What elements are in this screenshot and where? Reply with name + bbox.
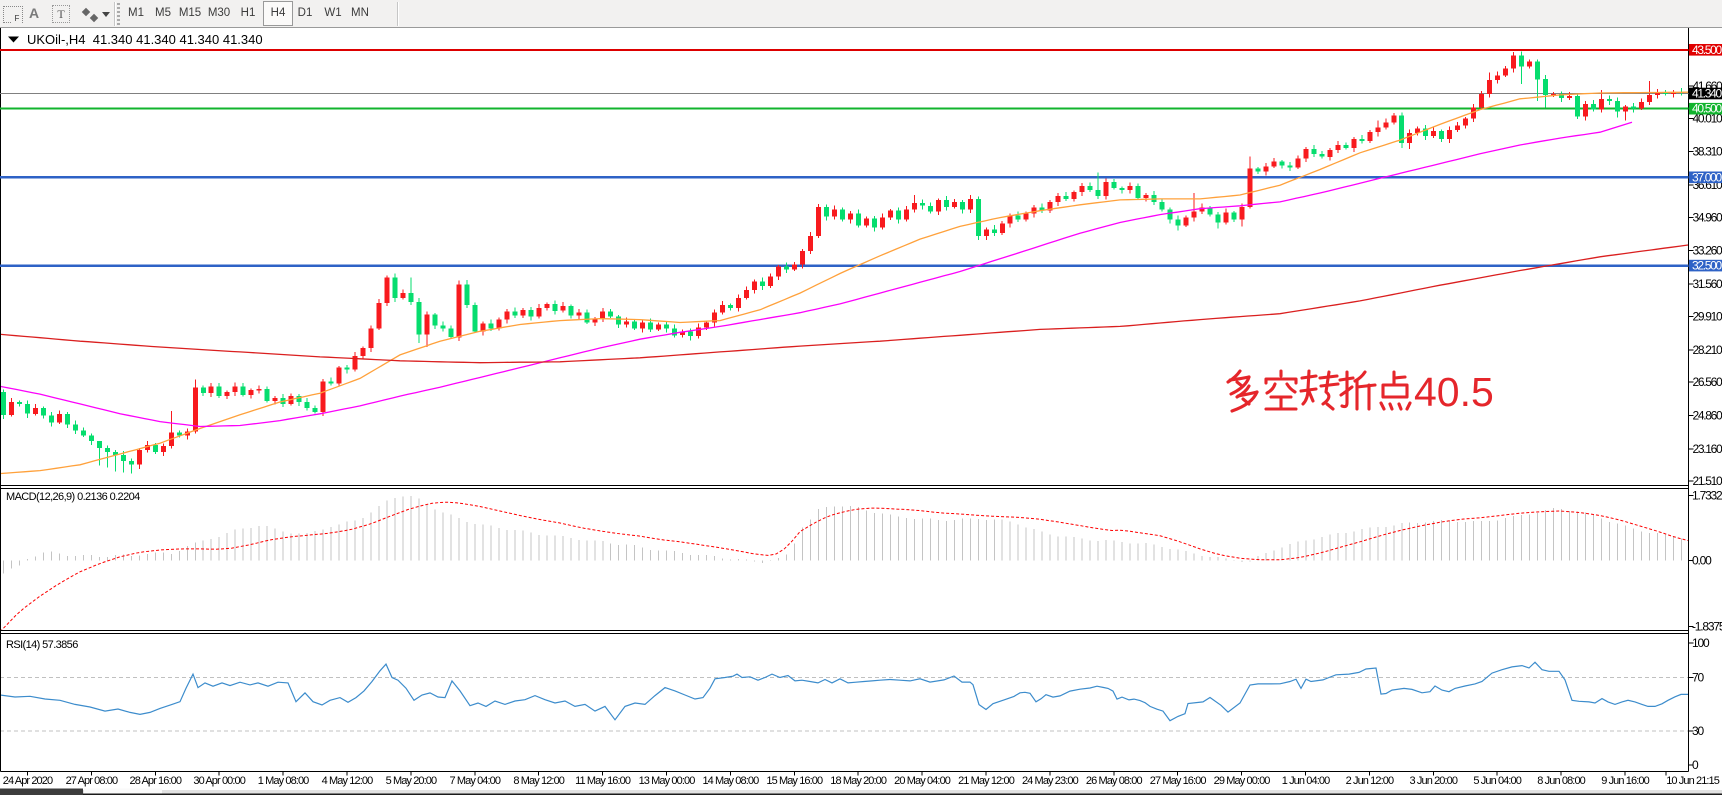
svg-text:18 May 20:00: 18 May 20:00: [830, 775, 887, 787]
svg-text:26.560: 26.560: [1693, 375, 1722, 389]
svg-text:1 Jun 04:00: 1 Jun 04:00: [1282, 775, 1330, 787]
svg-text:24 May 23:00: 24 May 23:00: [1022, 775, 1079, 787]
svg-text:7 May 04:00: 7 May 04:00: [449, 775, 500, 787]
svg-text:30 Apr 00:00: 30 Apr 00:00: [193, 775, 245, 787]
svg-text:70: 70: [1692, 671, 1704, 685]
svg-text:29.910: 29.910: [1693, 309, 1722, 323]
svg-text:32.500: 32.500: [1692, 259, 1722, 273]
svg-text:20 May 04:00: 20 May 04:00: [894, 775, 951, 787]
svg-text:8 May 12:00: 8 May 12:00: [513, 775, 564, 787]
svg-text:34.960: 34.960: [1693, 210, 1722, 224]
svg-text:27 May 16:00: 27 May 16:00: [1150, 775, 1207, 787]
svg-text:21 May 12:00: 21 May 12:00: [958, 775, 1015, 787]
svg-text:40.010: 40.010: [1693, 111, 1722, 125]
svg-text:28 Apr 16:00: 28 Apr 16:00: [130, 775, 182, 787]
svg-text:4 May 12:00: 4 May 12:00: [322, 775, 373, 787]
svg-text:1 May 08:00: 1 May 08:00: [258, 775, 309, 787]
svg-text:29 May 00:00: 29 May 00:00: [1214, 775, 1271, 787]
svg-text:40.500: 40.500: [1692, 102, 1722, 116]
svg-text:14 May 08:00: 14 May 08:00: [702, 775, 759, 787]
svg-text:41.340: 41.340: [1692, 87, 1722, 101]
svg-text:0.00: 0.00: [1692, 554, 1712, 568]
svg-text:33.260: 33.260: [1693, 244, 1722, 258]
svg-text:RSI(14) 57.3856: RSI(14) 57.3856: [6, 639, 78, 651]
svg-text:28.210: 28.210: [1693, 343, 1722, 357]
svg-text:43.500: 43.500: [1692, 43, 1722, 57]
svg-text:8 Jun 08:00: 8 Jun 08:00: [1537, 775, 1585, 787]
svg-text:37.000: 37.000: [1692, 170, 1722, 184]
svg-text:13 May 00:00: 13 May 00:00: [639, 775, 696, 787]
svg-text:23.160: 23.160: [1693, 442, 1722, 456]
svg-text:UKOil-,H4 41.340 41.340 41.34: UKOil-,H4 41.340 41.340 41.340 41.340: [27, 32, 263, 47]
svg-text:24 Apr 2020: 24 Apr 2020: [3, 775, 53, 787]
svg-text:15 May 16:00: 15 May 16:00: [766, 775, 823, 787]
svg-text:40.5: 40.5: [1414, 369, 1494, 415]
svg-text:9 Jun 16:00: 9 Jun 16:00: [1601, 775, 1649, 787]
svg-text:MACD(12,26,9) 0.2136 0.2204: MACD(12,26,9) 0.2136 0.2204: [6, 491, 140, 503]
svg-text:-1.8375: -1.8375: [1692, 620, 1722, 634]
svg-text:27 Apr 08:00: 27 Apr 08:00: [66, 775, 118, 787]
svg-text:38.310: 38.310: [1693, 145, 1722, 159]
svg-text:3 Jun 20:00: 3 Jun 20:00: [1410, 775, 1458, 787]
svg-text:10 Jun 21:15: 10 Jun 21:15: [1666, 775, 1720, 787]
svg-text:26 May 08:00: 26 May 08:00: [1086, 775, 1143, 787]
svg-text:2 Jun 12:00: 2 Jun 12:00: [1346, 775, 1394, 787]
svg-text:100: 100: [1692, 636, 1710, 650]
svg-text:1.7332: 1.7332: [1692, 489, 1722, 503]
svg-text:24.860: 24.860: [1693, 409, 1722, 423]
svg-text:0: 0: [1692, 758, 1699, 772]
svg-text:31.560: 31.560: [1693, 277, 1722, 291]
svg-text:11 May 16:00: 11 May 16:00: [575, 775, 631, 787]
svg-text:5 Jun 04:00: 5 Jun 04:00: [1473, 775, 1521, 787]
svg-text:21.510: 21.510: [1693, 474, 1722, 488]
svg-text:30: 30: [1692, 724, 1704, 738]
svg-text:5 May 20:00: 5 May 20:00: [386, 775, 437, 787]
